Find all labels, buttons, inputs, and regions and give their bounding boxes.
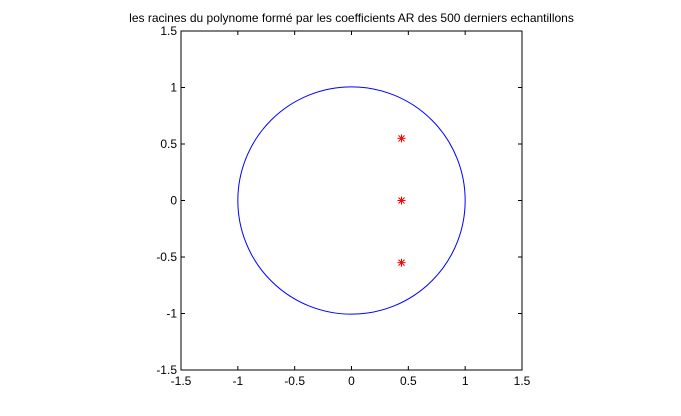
x-tick-label: -1.5	[171, 374, 192, 388]
root-point	[397, 258, 406, 267]
plot-area	[180, 30, 523, 371]
x-tick-label: 1.5	[514, 374, 531, 388]
x-axis-tick-labels: -1.5 -1 -0.5 0 0.5 1 1.5	[171, 374, 531, 388]
y-tick-label: -0.5	[156, 250, 177, 264]
y-axis-tick-labels: -1.5 -1 -0.5 0 0.5 1 1.5	[156, 24, 177, 377]
chart-title: les racines du polynome formé par les co…	[129, 11, 574, 25]
y-tick-label: 0	[170, 194, 177, 208]
axis-ticks	[180, 30, 523, 371]
y-tick-label: 1.5	[160, 24, 177, 38]
y-tick-label: 1	[170, 81, 177, 95]
x-tick-label: 0.5	[400, 374, 417, 388]
root-point	[397, 134, 406, 143]
y-tick-label: 0.5	[160, 137, 177, 151]
x-tick-label: 0	[348, 374, 355, 388]
root-point	[397, 196, 406, 205]
roots-series	[397, 134, 406, 267]
x-tick-label: -0.5	[284, 374, 305, 388]
y-tick-label: -1	[166, 307, 177, 321]
x-tick-label: -1	[232, 374, 243, 388]
x-tick-label: 1	[462, 374, 469, 388]
unit-circle	[237, 86, 466, 315]
y-tick-label: -1.5	[156, 363, 177, 377]
